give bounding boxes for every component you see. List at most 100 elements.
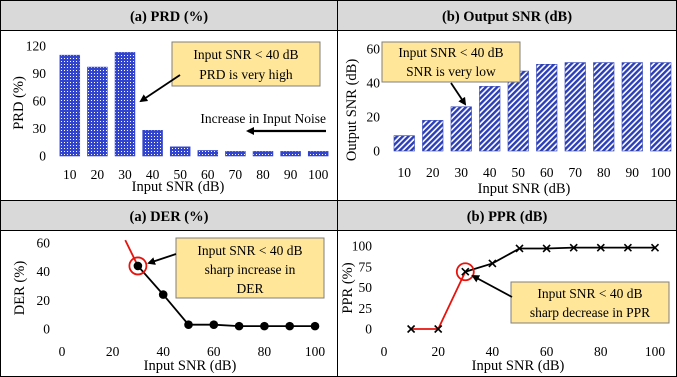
- x-tick-prd-20: 20: [91, 167, 105, 182]
- title-prd: (a) PRD (%): [130, 9, 208, 25]
- bar-prd-40: [142, 130, 163, 157]
- y-tick-snr-20: 20: [367, 110, 381, 125]
- callout-der-box: [175, 237, 325, 299]
- bar-snr-100: [650, 62, 672, 152]
- bar-snr-80: [593, 62, 615, 152]
- x-tick-ppr-0: 0: [381, 344, 388, 359]
- x-tick-der-80: 80: [258, 344, 272, 359]
- ylabel-ppr: PPR (%): [340, 262, 356, 313]
- point-der-90: [285, 321, 295, 331]
- highlight-circle-der: [128, 256, 148, 276]
- x-tick-ppr-100: 100: [645, 344, 666, 359]
- y-tick-prd-0: 0: [39, 149, 46, 164]
- point-ppr-70: [569, 243, 578, 252]
- x-tick-prd-10: 10: [63, 167, 77, 182]
- bar-prd-30: [114, 52, 136, 157]
- x-tick-snr-100: 100: [651, 165, 672, 180]
- ylabel-snr: Output SNR (dB): [344, 59, 360, 161]
- x-tick-ppr-80: 80: [594, 344, 608, 359]
- y-tick-der-60: 60: [37, 236, 51, 251]
- y-tick-prd-30: 30: [33, 121, 47, 136]
- callout-ppr-box: [510, 281, 670, 324]
- callout-snr-arrow: [450, 82, 467, 106]
- y-tick-ppr-75: 75: [359, 259, 373, 274]
- x-tick-snr-90: 90: [626, 165, 640, 180]
- bar-prd-70: [225, 151, 246, 157]
- bar-prd-10: [59, 54, 81, 157]
- y-tick-der-0: 0: [43, 322, 50, 337]
- bar-snr-30: [450, 106, 472, 152]
- callout-prd: Input SNR < 40 dB PRD is very high: [139, 41, 321, 103]
- y-tick-snr-60: 60: [367, 42, 381, 57]
- x-tick-snr-40: 40: [483, 165, 497, 180]
- x-tick-prd-40: 40: [146, 167, 160, 182]
- header-prd: [1, 1, 337, 30]
- x-tick-snr-20: 20: [426, 165, 440, 180]
- x-tick-der-60: 60: [207, 344, 221, 359]
- x-tick-snr-80: 80: [597, 165, 611, 180]
- bar-snr-50: [507, 70, 529, 152]
- y-tick-ppr-0: 0: [365, 322, 372, 337]
- callout-snr-line-2: SNR is very low: [406, 64, 496, 79]
- x-tick-der-100: 100: [305, 344, 326, 359]
- x-tick-prd-70: 70: [229, 167, 243, 182]
- x-tick-snr-30: 30: [455, 165, 469, 180]
- x-tick-der-20: 20: [106, 344, 120, 359]
- point-der-60: [209, 320, 219, 330]
- callout-ppr-line-1: Input SNR < 40 dB: [537, 286, 642, 301]
- x-tick-prd-80: 80: [256, 167, 270, 182]
- point-ppr-20: [434, 324, 443, 334]
- point-der-30: [133, 261, 143, 271]
- x-tick-snr-70: 70: [569, 165, 583, 180]
- bar-prd-50: [169, 146, 191, 157]
- bar-snr-60: [536, 64, 558, 152]
- callout-ppr-line-2: sharp decrease in PPR: [530, 305, 650, 320]
- bar-snr-10: [393, 135, 415, 152]
- bar-prd-90: [280, 151, 301, 157]
- callout-ppr: Input SNR < 40 dB sharp decrease in PPR: [471, 275, 670, 324]
- y-tick-der-40: 40: [37, 264, 51, 279]
- header-ppr: [338, 201, 676, 230]
- callout-der-line-1: Input SNR < 40 dB: [197, 243, 302, 258]
- point-der-80: [260, 321, 269, 331]
- bar-prd-80: [252, 151, 274, 157]
- y-tick-prd-90: 90: [33, 66, 47, 81]
- red-segment-der: [124, 239, 139, 267]
- point-der-40: [158, 290, 168, 299]
- y-tick-prd-120: 120: [26, 39, 47, 54]
- x-tick-prd-60: 60: [201, 167, 215, 182]
- callout-ppr-arrow: [471, 275, 513, 298]
- callout-prd-box: [171, 41, 321, 87]
- bar-prd-20: [87, 66, 108, 157]
- point-ppr-90: [623, 243, 632, 252]
- highlight-circle-ppr: [455, 262, 475, 282]
- plot-snr: 0 20 40 60 10 20 30 40 50 60 70 80 90 100: [367, 42, 672, 180]
- title-ppr: (b) PPR (dB): [467, 209, 548, 225]
- bar-prd-100: [307, 151, 329, 157]
- xlabel-snr: Input SNR (dB): [478, 181, 571, 197]
- plot-prd: 0 30 60 90 120 10 20 30 40 50 60 70 80 90 100: [26, 39, 329, 183]
- x-tick-prd-30: 30: [118, 167, 132, 182]
- y-tick-prd-60: 60: [33, 94, 47, 109]
- xlabel-der: Input SNR (dB): [144, 358, 237, 374]
- callout-prd-line-1: Input SNR < 40 dB: [193, 47, 298, 62]
- x-tick-ppr-20: 20: [431, 344, 445, 359]
- x-tick-der-0: 0: [59, 344, 66, 359]
- x-tick-prd-50: 50: [173, 167, 187, 182]
- y-tick-ppr-100: 100: [352, 239, 373, 254]
- bar-snr-20: [422, 120, 444, 152]
- point-ppr-100: [650, 243, 660, 252]
- title-snr: (b) Output SNR (dB): [442, 9, 572, 25]
- point-ppr-30: [461, 267, 470, 276]
- ylabel-prd: PRD (%): [11, 76, 27, 130]
- callout-snr-box: [381, 41, 521, 83]
- header-der: [1, 201, 337, 230]
- plot-ppr: 0 25 50 75 100 0 20 40 60 80 100: [352, 239, 666, 360]
- callout-der: Input SNR < 40 dB sharp increase in DER: [147, 237, 325, 299]
- title-der: (a) DER (%): [130, 209, 209, 225]
- x-tick-prd-90: 90: [284, 167, 298, 182]
- point-ppr-80: [596, 243, 605, 252]
- point-ppr-10: [407, 324, 416, 334]
- x-tick-ppr-40: 40: [486, 344, 500, 359]
